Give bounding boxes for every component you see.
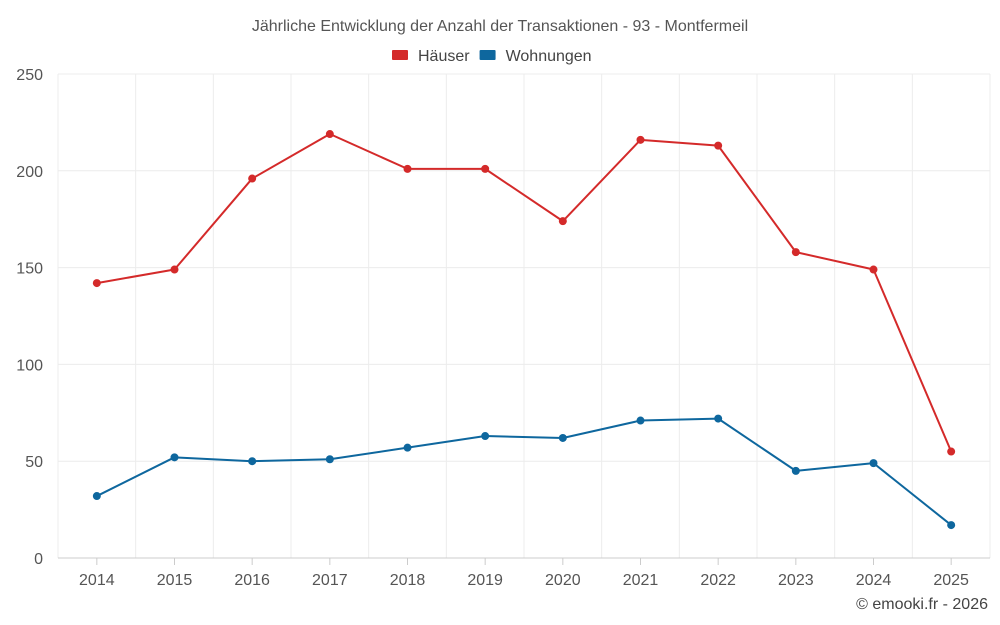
data-point[interactable] [481,164,490,173]
series [92,130,956,530]
x-tick-label: 2025 [933,572,969,589]
y-tick-label: 0 [34,551,43,568]
data-point[interactable] [947,521,956,530]
data-point[interactable] [947,447,956,456]
y-tick-label: 150 [16,261,43,278]
legend-label: Wohnungen [506,48,592,65]
data-point[interactable] [481,432,490,441]
x-tick-label: 2024 [856,572,892,589]
x-tick-label: 2023 [778,572,814,589]
data-point[interactable] [558,433,567,442]
series-haeuser [92,130,956,456]
data-point[interactable] [403,443,412,452]
legend-swatch [479,50,496,60]
data-point[interactable] [714,414,723,423]
data-point[interactable] [869,265,878,274]
data-point[interactable] [248,174,257,183]
grid [57,73,991,558]
y-tick-label: 100 [16,357,43,374]
legend-item[interactable]: Häuser [392,48,470,65]
x-tick-label: 2017 [312,572,348,589]
data-point[interactable] [325,130,334,139]
data-point[interactable] [248,457,257,466]
x-tick-label: 2015 [157,572,193,589]
x-tick-label: 2016 [234,572,270,589]
legend-swatch [392,50,408,60]
x-tick-label: 2019 [467,572,503,589]
data-point[interactable] [170,453,179,462]
data-point[interactable] [714,141,723,150]
data-point[interactable] [92,279,101,288]
data-point[interactable] [636,135,645,144]
legend-label: Häuser [418,48,470,65]
data-point[interactable] [791,248,800,257]
data-point[interactable] [92,492,101,501]
series-line [96,133,953,452]
x-tick-label: 2020 [545,572,581,589]
data-point[interactable] [403,164,412,173]
x-tick-label: 2022 [700,572,736,589]
y-tick-label: 250 [16,67,43,84]
data-point[interactable] [325,455,334,464]
legend-item[interactable]: Wohnungen [479,48,592,65]
x-tick-label: 2021 [623,572,659,589]
x-tick-label: 2018 [390,572,426,589]
data-point[interactable] [636,416,645,425]
y-tick-label: 200 [16,164,43,181]
series-line [96,417,952,526]
axes: 0 50 100 150 200 250 2014 2015 2016 2017 2018 2019 2… [16,67,990,589]
data-point[interactable] [558,217,567,226]
y-tick-label: 50 [25,454,43,471]
credit-text: © emooki.fr - 2026 [856,596,988,613]
data-point[interactable] [869,459,878,468]
data-point[interactable] [791,466,800,475]
series-wohnungen [92,414,956,530]
legend: Häuser Wohnungen [392,48,592,65]
data-point[interactable] [170,265,179,274]
x-tick-label: 2014 [79,572,115,589]
chart-title: Jährliche Entwicklung der Anzahl der Tra… [252,18,748,35]
